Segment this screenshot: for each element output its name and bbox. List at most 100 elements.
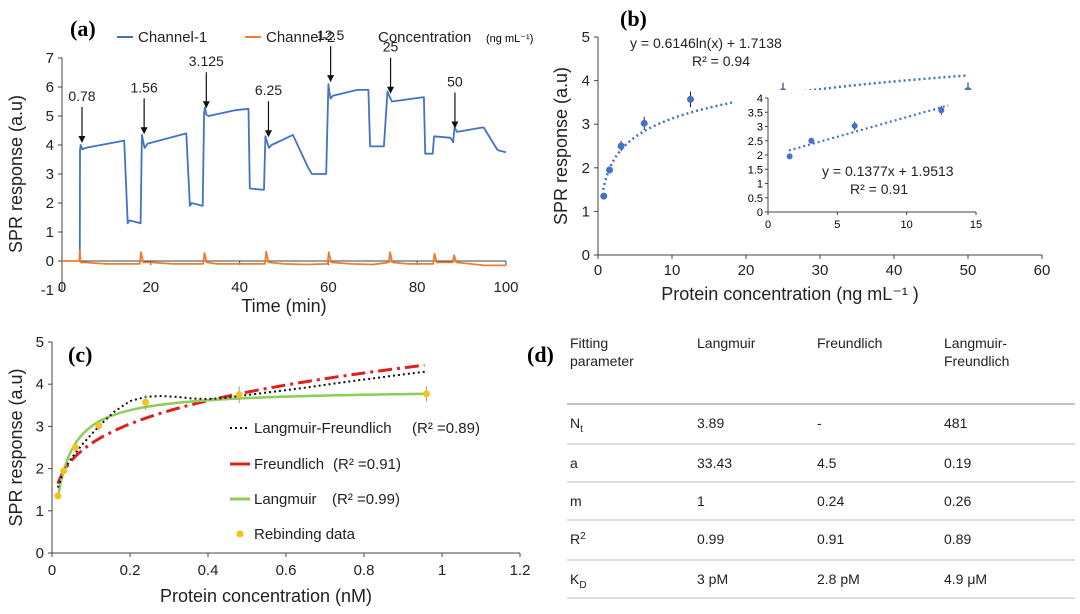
table-param-cell: a [570,455,578,471]
b-r2: R² = 0.94 [692,53,750,69]
c-rebinding-point [235,391,243,399]
b-data-point [617,142,625,150]
b-y-axis-title: SPR response (a.u) [551,67,571,225]
c-rebinding-point [60,467,68,475]
a-y-tick-label: -1 [41,282,54,299]
c-legend-label-rebinding: Rebinding data [254,526,356,543]
a-x-tick-label: 20 [142,279,159,296]
c-x-tick-label: 1 [438,562,446,579]
b-inset-x-tick-label: 10 [901,219,913,231]
panel-label-a: (a) [70,16,96,41]
table-value-cell: 4.9 μM [944,571,987,587]
param-superscript: 2 [580,531,586,542]
b-inset-y-tick-label: 3 [757,122,763,134]
table-value-cell: 0.99 [697,531,724,547]
c-y-tick-label: 0 [36,545,44,562]
a-y-tick-label: 5 [46,108,54,125]
c-rebinding-point [95,422,103,430]
table-header-cell: Freundlich [817,335,882,351]
panel-label-c: (c) [68,342,92,367]
c-langmuir-freundlich-curve [56,370,427,488]
b-inset-y-tick-label: 2 [757,150,763,162]
a-legend-label-channel-2: Channel-2 [266,29,335,46]
c-rebinding-point [422,390,430,398]
b-y-tick-label: 5 [582,29,590,46]
param-subscript: t [580,424,583,435]
table-value-cell: 33.43 [697,455,732,471]
c-y-tick-label: 4 [36,376,44,393]
b-inset-x-tick-label: 0 [765,219,771,231]
c-langmuir-curve [56,392,425,499]
c-x-tick-label: 0.8 [354,562,375,579]
c-freundlich-curve [56,363,425,485]
param-symbol: K [570,571,580,587]
b-y-tick-label: 3 [582,116,590,133]
a-series-channel-2 [62,249,506,267]
a-annotation-arrowhead [78,136,86,143]
table-value-cell: 1 [697,493,705,509]
c-rebinding-point [71,444,79,451]
b-inset-y-tick-label: 0 [757,207,763,219]
panel-d-table: (d) Fitting parameter Langmuir Freundlich Lan… [527,335,1075,599]
c-x-tick-label: 0 [48,562,56,579]
a-x-tick-label: 100 [493,279,518,296]
param-symbol: m [570,493,582,509]
table-param-cell: KD [570,571,587,591]
b-data-point [687,95,694,103]
c-rebinding-point [54,492,62,500]
b-inset-y-tick-label: 1 [757,179,763,191]
b-x-tick-label: 0 [594,262,602,279]
b-inset-y-tick-label: 2.5 [748,136,763,148]
b-y-tick-label: 4 [582,73,590,90]
a-annotation-label: 50 [447,74,463,90]
table-value-cell: 0.24 [817,493,844,509]
b-inset-data-point [786,153,793,160]
b-inset-data-point [851,122,858,129]
panel-c-chart: 0 1 2 3 4 5 0 0.2 0.4 0.6 0.8 1 1.2 Langmuir-Freundli… [6,334,530,606]
b-data-point [600,192,608,200]
a-annotation-arrowhead [451,121,459,129]
a-x-tick-label: 40 [231,279,248,296]
panel-label-d: (d) [527,342,554,367]
a-y-axis-title: SPR response (a.u) [6,95,26,253]
b-y-tick-label: 1 [582,203,590,220]
param-symbol: N [570,415,580,431]
a-annotation-arrowhead [387,86,395,94]
a-annotation-arrowhead [327,75,335,83]
a-y-tick-label: 2 [46,195,54,212]
a-y-tick-label: 0 [46,253,54,270]
c-legend-r2-freundlich: (R² =0.91) [333,456,401,473]
a-annotation-arrowhead [202,101,210,109]
table-value-cell: 0.19 [944,455,971,471]
table-value-cell: 3.89 [697,415,724,431]
a-x-tick-label: 80 [409,279,426,296]
table-param-cell: Nt [570,415,583,435]
c-x-axis-title: Protein concentration (nM) [160,586,372,606]
table-value-cell: 2.8 pM [817,571,860,587]
b-inset-x-tick-label: 15 [970,219,982,231]
a-annotation-label: 6.25 [255,82,282,98]
c-legend-r2-lf: (R² =0.89) [412,420,480,437]
a-y-tick-label: 3 [46,166,54,183]
param-symbol: a [570,455,578,471]
table-header-cell: Langmuir [697,335,756,351]
b-x-tick-label: 40 [886,262,903,279]
table-value-cell: 0.26 [944,493,971,509]
b-x-tick-label: 60 [1034,262,1051,279]
table-param-cell: R2 [570,531,586,547]
panel-label-b: (b) [620,6,647,31]
c-x-tick-label: 0.6 [276,562,297,579]
param-subscript: D [579,580,586,591]
table-header-cell: parameter [570,353,634,369]
param-symbol: R [570,531,580,547]
b-inset-r2: R² = 0.91 [850,181,908,197]
a-annotation-label: 12.5 [317,27,344,43]
a-annotation-arrowhead [140,127,148,135]
c-legend-swatch-rebinding [236,530,244,538]
c-x-tick-label: 0.4 [198,562,219,579]
a-annotation-label: 0.78 [68,88,95,104]
table-value-cell: - [817,415,822,431]
